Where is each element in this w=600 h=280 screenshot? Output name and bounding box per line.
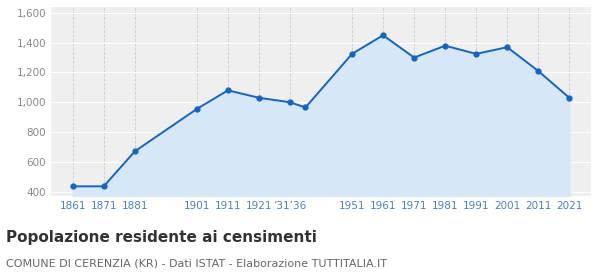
- Text: COMUNE DI CERENZIA (KR) - Dati ISTAT - Elaborazione TUTTITALIA.IT: COMUNE DI CERENZIA (KR) - Dati ISTAT - E…: [6, 258, 387, 269]
- Text: Popolazione residente ai censimenti: Popolazione residente ai censimenti: [6, 230, 317, 245]
